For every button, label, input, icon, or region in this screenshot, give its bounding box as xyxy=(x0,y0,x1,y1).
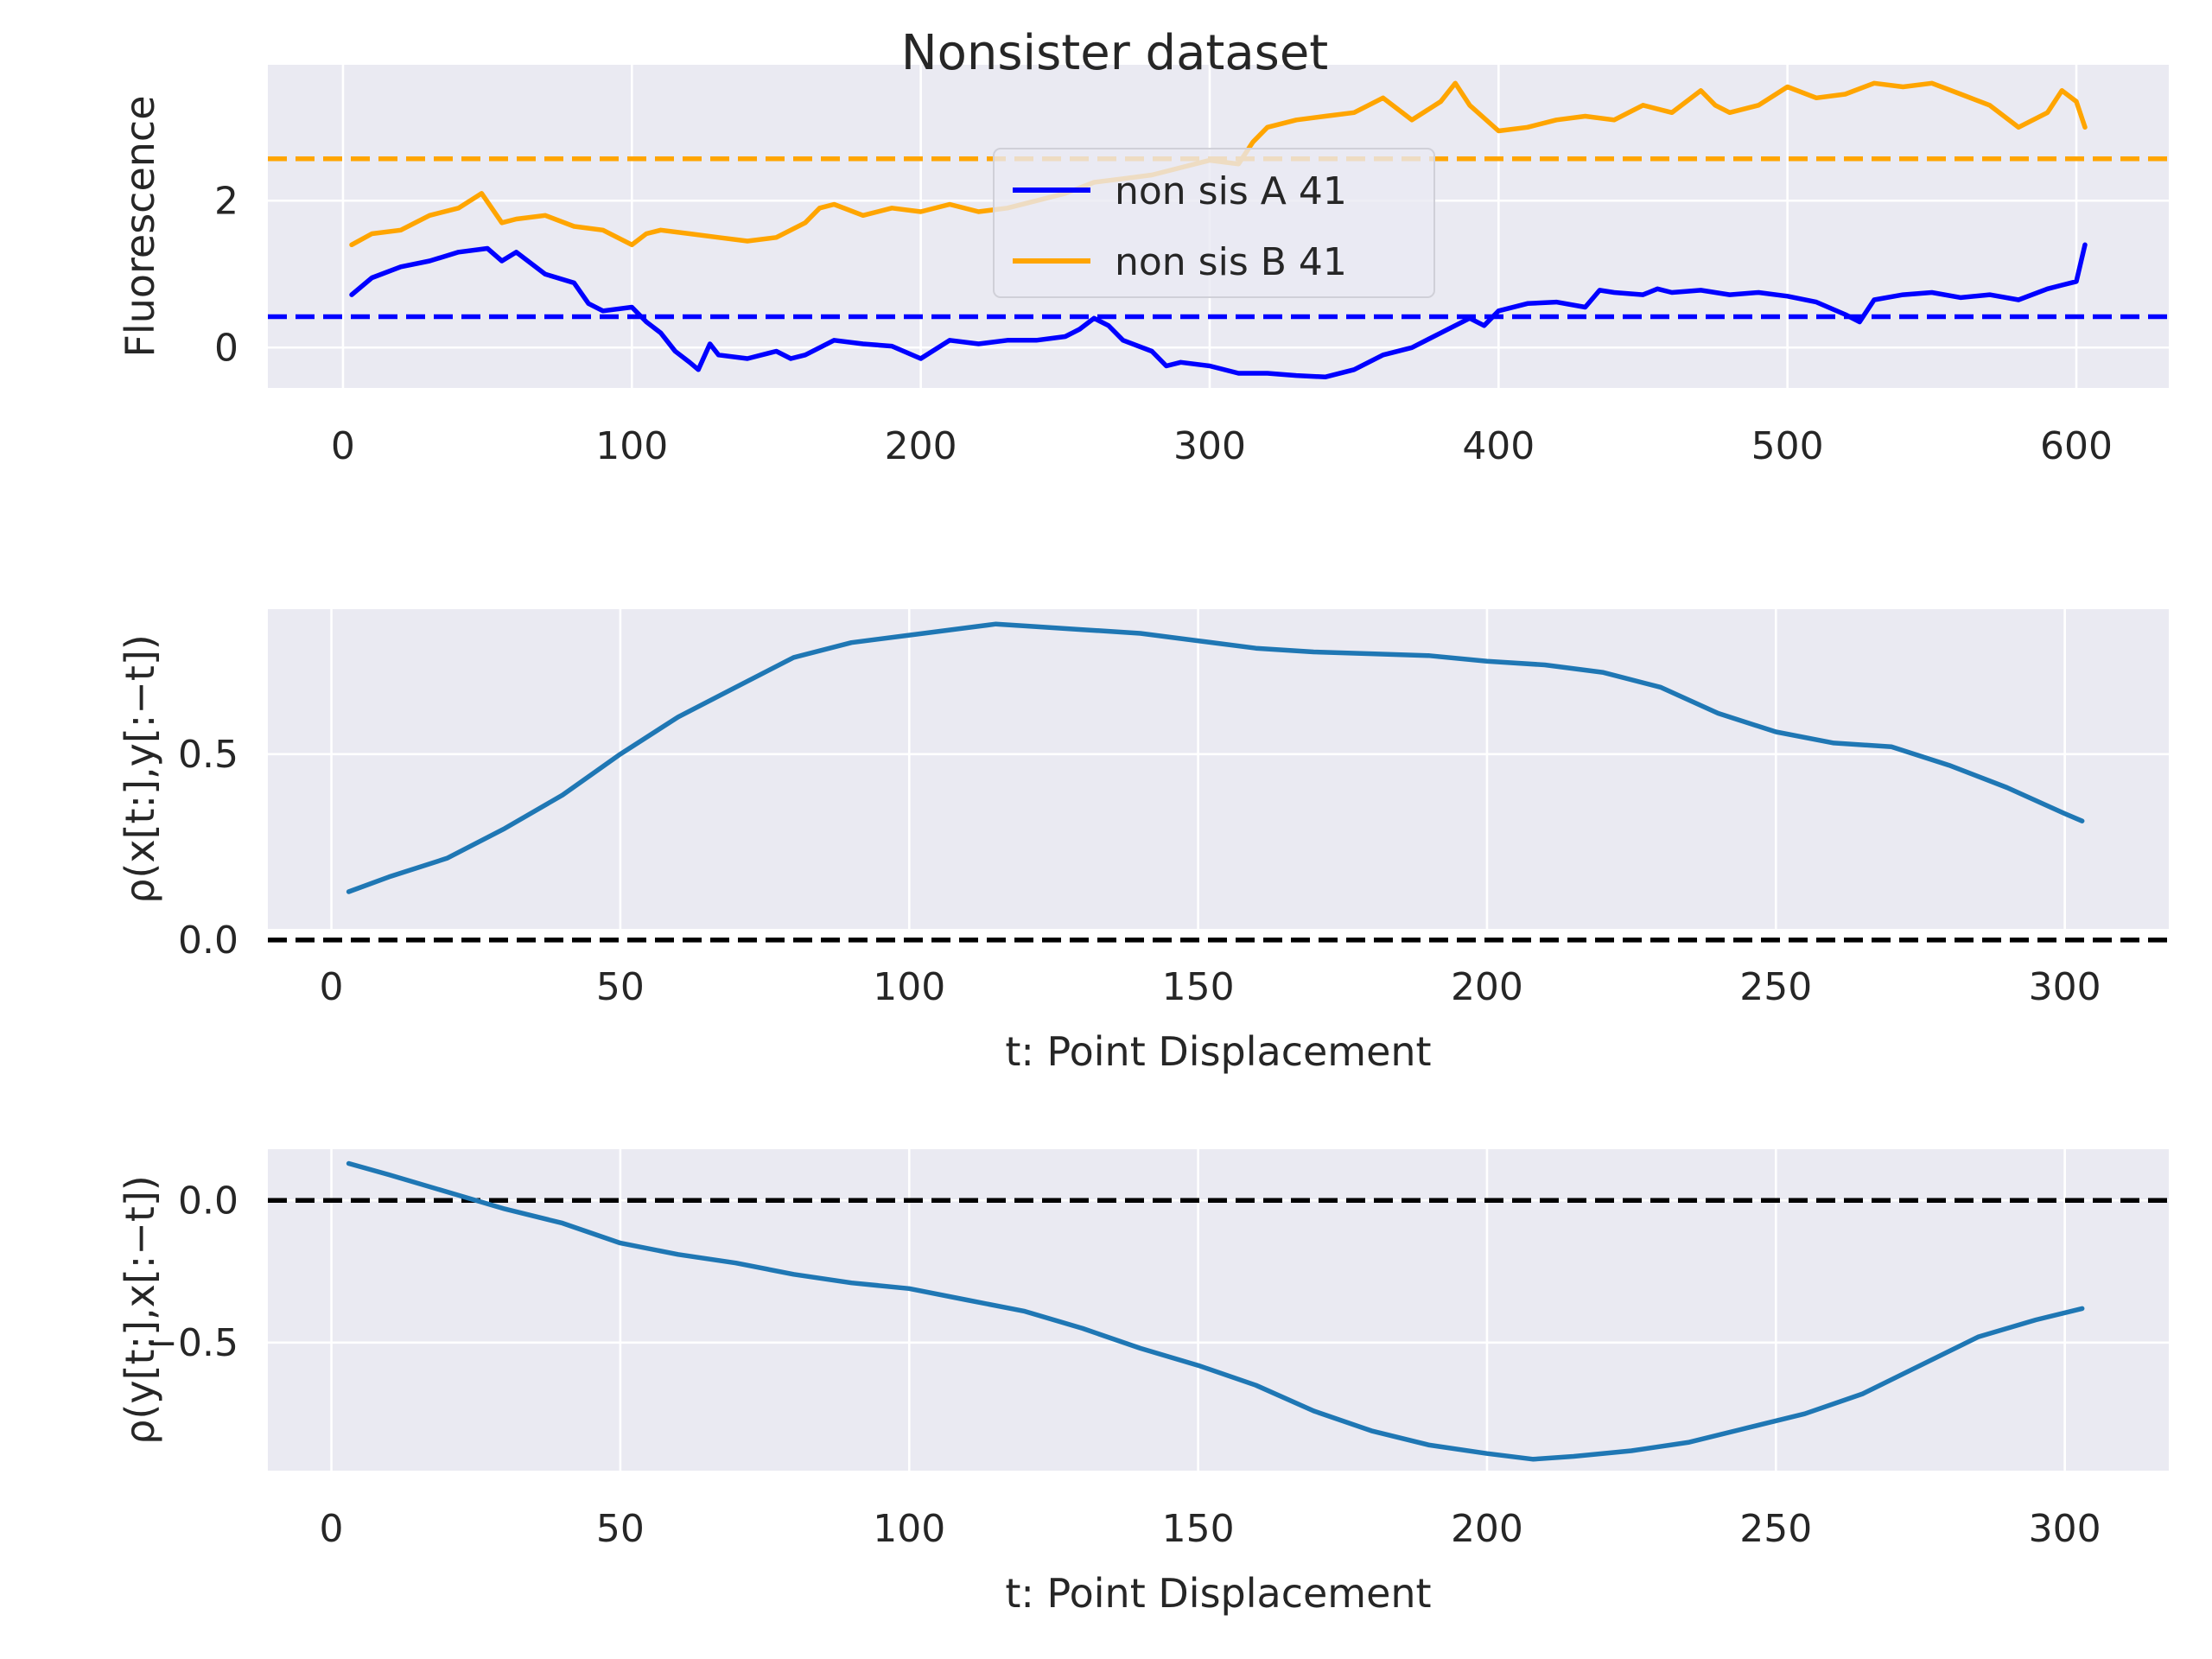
x-axis-label: t: Point Displacement xyxy=(1005,1570,1431,1617)
x-tick-label: 500 xyxy=(1751,424,1824,468)
x-tick-label: 50 xyxy=(596,1507,645,1551)
panel-1: 0 100 200 300 400 500 600 0 2 Fluorescence non sis… xyxy=(117,65,2169,468)
series-line xyxy=(346,621,2085,894)
x-tick-label: 250 xyxy=(1739,1507,1812,1551)
x-tick-label: 0 xyxy=(331,424,355,468)
y-tick-label: −0.5 xyxy=(146,1321,238,1365)
x-tick-label: 50 xyxy=(596,965,645,1009)
x-tick-label: 300 xyxy=(2029,1507,2101,1551)
y-tick-label: 2 xyxy=(214,179,238,223)
plot-background xyxy=(268,1149,2169,1471)
x-tick-label: 0 xyxy=(320,1507,344,1551)
x-tick-label: 250 xyxy=(1739,965,1812,1009)
series-line-non-sis-a-41 xyxy=(349,242,2088,380)
legend-label: non sis A 41 xyxy=(1115,169,1347,213)
panel-3: 0 50 100 150 200 250 300 −0.5 0.0 ρ(y[t:],x[:−t])… xyxy=(117,1149,2169,1617)
y-tick-label: 0.5 xyxy=(178,733,238,777)
y-tick-label: 0.0 xyxy=(178,918,238,963)
x-tick-label: 200 xyxy=(1451,965,1523,1009)
x-tick-label: 100 xyxy=(595,424,668,468)
x-tick-label: 0 xyxy=(320,965,344,1009)
plot-background xyxy=(268,609,2169,929)
series-line xyxy=(346,1160,2085,1462)
legend-box xyxy=(993,148,1435,298)
x-tick-label: 200 xyxy=(885,424,957,468)
y-axis-label: ρ(y[t:],x[:−t]) xyxy=(117,1175,163,1445)
y-tick-label: 0 xyxy=(214,326,238,370)
x-tick-label: 150 xyxy=(1162,965,1235,1009)
legend-label: non sis B 41 xyxy=(1115,240,1347,284)
y-tick-label: 0.0 xyxy=(178,1179,238,1223)
legend: non sis A 41 non sis B 41 xyxy=(993,148,1435,298)
x-tick-label: 100 xyxy=(873,965,945,1009)
x-tick-label: 300 xyxy=(2029,965,2101,1009)
x-tick-label: 400 xyxy=(1462,424,1535,468)
panel-2: 0 50 100 150 200 250 300 0.0 0.5 ρ(x[t:],y[:−t]) t… xyxy=(117,609,2169,1075)
x-tick-label: 200 xyxy=(1451,1507,1523,1551)
x-tick-label: 150 xyxy=(1162,1507,1235,1551)
y-axis-label: ρ(x[t:],y[:−t]) xyxy=(117,634,163,904)
x-tick-label: 600 xyxy=(2040,424,2113,468)
figure-title: Nonsister dataset xyxy=(901,25,1329,81)
x-axis-label: t: Point Displacement xyxy=(1005,1028,1431,1075)
x-tick-label: 100 xyxy=(873,1507,945,1551)
x-tick-label: 300 xyxy=(1173,424,1246,468)
y-axis-label: Fluorescence xyxy=(117,95,163,357)
